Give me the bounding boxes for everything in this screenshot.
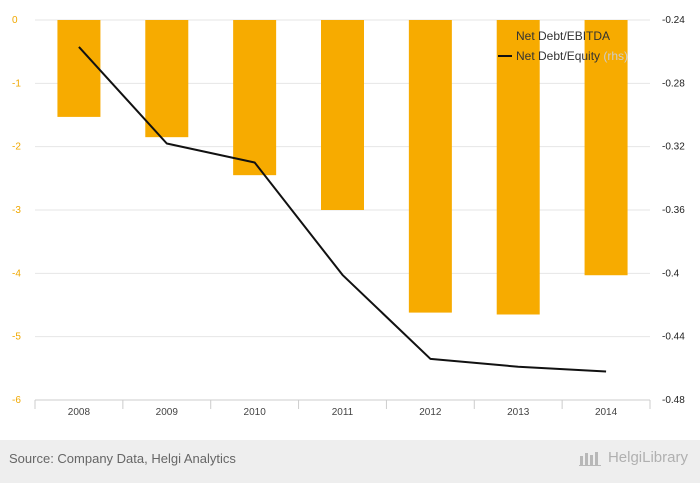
right-axis-ticks: -0.24 -0.28 -0.32 -0.36 -0.4 -0.44 -0.48 xyxy=(662,15,685,406)
bar xyxy=(145,20,189,138)
left-tick-label: -2 xyxy=(12,142,21,153)
x-tick-label: 2013 xyxy=(507,407,530,418)
footer: Source: Company Data, Helgi Analytics He… xyxy=(0,440,700,483)
bar xyxy=(57,20,101,117)
x-tick-label: 2012 xyxy=(419,407,442,418)
legend-label-rhs: (rhs) xyxy=(603,49,628,63)
x-tick-label: 2011 xyxy=(332,407,354,418)
bar xyxy=(584,20,628,276)
x-tick-label: 2008 xyxy=(68,407,91,418)
bar xyxy=(233,20,277,176)
bar-series xyxy=(57,20,628,315)
bar xyxy=(408,20,452,313)
right-tick-label: -0.28 xyxy=(662,78,685,89)
x-tick-label: 2010 xyxy=(244,407,267,418)
bar xyxy=(496,20,540,315)
right-tick-label: -0.48 xyxy=(662,395,685,406)
left-tick-label: -3 xyxy=(12,205,21,216)
right-tick-label: -0.4 xyxy=(662,268,680,279)
right-tick-label: -0.44 xyxy=(662,332,685,343)
x-tick-label: 2014 xyxy=(595,407,618,418)
right-tick-label: -0.24 xyxy=(662,15,685,26)
legend: Net Debt/EBITDA Net Debt/Equity (rhs) xyxy=(498,29,628,63)
left-tick-label: -1 xyxy=(12,78,21,89)
line-series xyxy=(78,46,607,373)
source-note: Source: Company Data, Helgi Analytics xyxy=(9,451,236,466)
svg-text:Net Debt/Equity (rhs): Net Debt/Equity (rhs) xyxy=(516,49,628,63)
left-tick-label: -6 xyxy=(12,395,21,406)
left-axis-ticks: 0 -1 -2 -3 -4 -5 -6 xyxy=(12,15,21,406)
library-icon xyxy=(578,451,601,466)
chart: 0-1-2-3-4-5-6 -0.24-0.28-0.32-0.36-0.4-0… xyxy=(12,15,685,418)
left-tick-label: -4 xyxy=(12,268,21,279)
legend-label-equity: Net Debt/Equity xyxy=(516,49,600,63)
right-tick-label: -0.32 xyxy=(662,142,685,153)
series-line xyxy=(78,46,607,373)
x-axis: 2008 2009 2010 2011 2012 2013 2014 xyxy=(34,399,651,418)
right-tick-label: -0.36 xyxy=(662,205,685,216)
brand-logo[interactable]: HelgiLibrary xyxy=(578,449,688,466)
left-tick-label: 0 xyxy=(12,15,18,26)
left-tick-label: -5 xyxy=(12,332,21,343)
bar xyxy=(321,20,364,210)
legend-label-ebitda: Net Debt/EBITDA xyxy=(516,29,610,43)
brand-name: HelgiLibrary xyxy=(607,449,688,466)
x-tick-label: 2009 xyxy=(156,407,179,418)
